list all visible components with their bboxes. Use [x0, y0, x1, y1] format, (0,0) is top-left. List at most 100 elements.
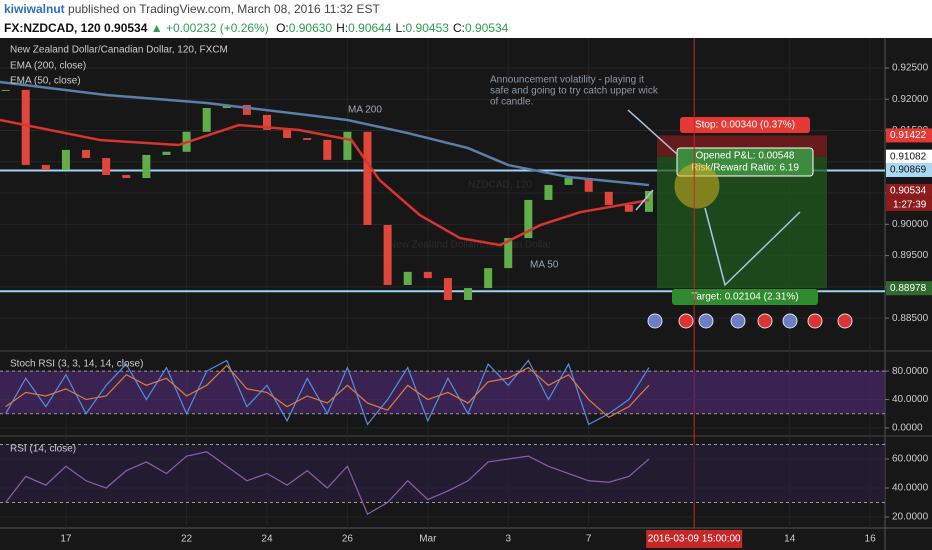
candle — [122, 174, 131, 179]
price-tag — [886, 128, 932, 143]
candle — [383, 224, 392, 285]
price-tag — [886, 281, 932, 296]
candle — [524, 199, 533, 239]
label-box — [672, 289, 818, 305]
annotation: MA 200 — [348, 105, 382, 116]
y-tick-label: 0.92500 — [892, 63, 929, 74]
price-tag — [886, 183, 932, 198]
event-icon — [730, 313, 746, 329]
ohlc-value: 0.90630 — [288, 21, 333, 35]
ohlc-label: O: — [276, 21, 289, 35]
header: kiwiwalnut published on TradingView.com,… — [0, 0, 932, 38]
candle — [544, 184, 553, 200]
author: kiwiwalnut — [4, 2, 65, 16]
pnl-label: Opened P&L: 0.00548 — [696, 151, 795, 162]
y-tick-label: 0.0000 — [892, 423, 923, 434]
y-tick-label: 60.0000 — [892, 454, 929, 465]
target-label: Target: 0.02104 (2.31%) — [691, 292, 798, 303]
event-icons — [647, 313, 853, 329]
candle — [443, 278, 452, 300]
watermark: NZDCAD, 120 — [468, 180, 532, 191]
change: ▲ +0.00232 (+0.26%) — [150, 21, 269, 35]
candle — [624, 204, 633, 212]
event-icon — [782, 313, 798, 329]
watermark: New Zealand Dollar/Canadian Dollar — [389, 240, 552, 251]
ohlc-label: L: — [395, 21, 406, 35]
header-line: FX:NZDCAD, 120 0.90534 ▲ +0.00232 (+0.26… — [4, 19, 932, 38]
series-line — [5, 364, 650, 418]
candle — [102, 158, 111, 175]
price-tag — [886, 149, 932, 164]
y-tick-label: 40.0000 — [892, 483, 929, 494]
x-tick-label: 26 — [342, 534, 354, 545]
last-price: 0.90534 — [104, 21, 148, 35]
candle — [262, 114, 271, 130]
annotation: MA 50 — [530, 260, 559, 271]
ohlc-value: 0.90453 — [405, 21, 449, 35]
candle — [142, 154, 151, 179]
series-line — [0, 118, 650, 247]
x-tick-label: 7 — [586, 534, 592, 545]
event-icon — [647, 313, 663, 329]
x-tick-label: 16 — [865, 534, 877, 545]
stop-label: Stop: 0.00340 (0.37%) — [695, 120, 795, 131]
chart: 0.885000.890000.895000.900000.905000.910… — [0, 38, 932, 550]
x-tick-label: Mar — [419, 534, 437, 545]
pane-title: New Zealand Dollar/Canadian Dollar, 120,… — [10, 45, 228, 56]
legend-entry: EMA (50, close) — [10, 76, 81, 87]
legend-entry: EMA (200, close) — [10, 61, 86, 72]
cursor-label: 2016-03-09 15:00:00 — [648, 534, 741, 545]
candle — [504, 238, 513, 269]
candle — [403, 271, 412, 285]
candle — [303, 138, 312, 140]
symbol: FX:NZDCAD, 120 — [4, 21, 101, 35]
candle — [242, 104, 251, 115]
event-icon — [678, 313, 694, 329]
candle — [484, 268, 493, 289]
y-tick-label: 80.0000 — [892, 366, 929, 377]
candle — [604, 191, 613, 205]
price-tag-label: 0.91082 — [890, 151, 927, 162]
countdown-box — [886, 197, 932, 211]
highlight-circle — [674, 163, 720, 209]
published: published on TradingView.com, March 08, … — [68, 2, 380, 16]
candle — [584, 178, 593, 192]
candle — [644, 190, 653, 212]
candle — [21, 89, 30, 165]
series-line — [5, 451, 650, 515]
event-icon — [757, 313, 773, 329]
pane-title: RSI (14, close) — [10, 444, 76, 455]
y-tick-label: 40.0000 — [892, 394, 929, 405]
candle — [283, 129, 292, 139]
event-icon — [807, 313, 823, 329]
band — [0, 371, 885, 414]
candle — [82, 149, 91, 159]
ohlc-label: C: — [452, 21, 465, 35]
candle — [464, 288, 473, 300]
candle — [323, 139, 332, 160]
y-tick-label: 0.88500 — [892, 313, 929, 324]
y-tick-label: 20.0000 — [892, 512, 929, 523]
price-tag-label: 0.91422 — [890, 130, 927, 141]
header-line: kiwiwalnut published on TradingView.com,… — [4, 0, 932, 19]
annotation: Announcement volatility - playing it — [490, 75, 644, 86]
x-tick-label: 24 — [261, 534, 273, 545]
candle — [564, 178, 573, 185]
price-tag — [886, 162, 932, 177]
pane-title: Stoch RSI (3, 3, 14, 14, close) — [10, 359, 143, 370]
price-tag-label: 0.88978 — [890, 283, 927, 294]
y-tick-label: 0.92000 — [892, 94, 929, 105]
price-tag-label: 0.90869 — [890, 165, 927, 176]
label-box — [680, 117, 810, 133]
candle — [1, 89, 10, 91]
candle — [61, 149, 70, 170]
ohlc-value: 0.90534 — [464, 21, 509, 35]
annotation: safe and going to try catch upper wick — [490, 86, 659, 97]
candle — [162, 151, 171, 155]
candle — [202, 108, 211, 132]
candle — [363, 131, 372, 225]
x-tick-label: 17 — [60, 534, 72, 545]
series-line — [5, 359, 650, 426]
ohlc-label: H: — [336, 21, 349, 35]
annotation: of candle. — [490, 97, 533, 108]
